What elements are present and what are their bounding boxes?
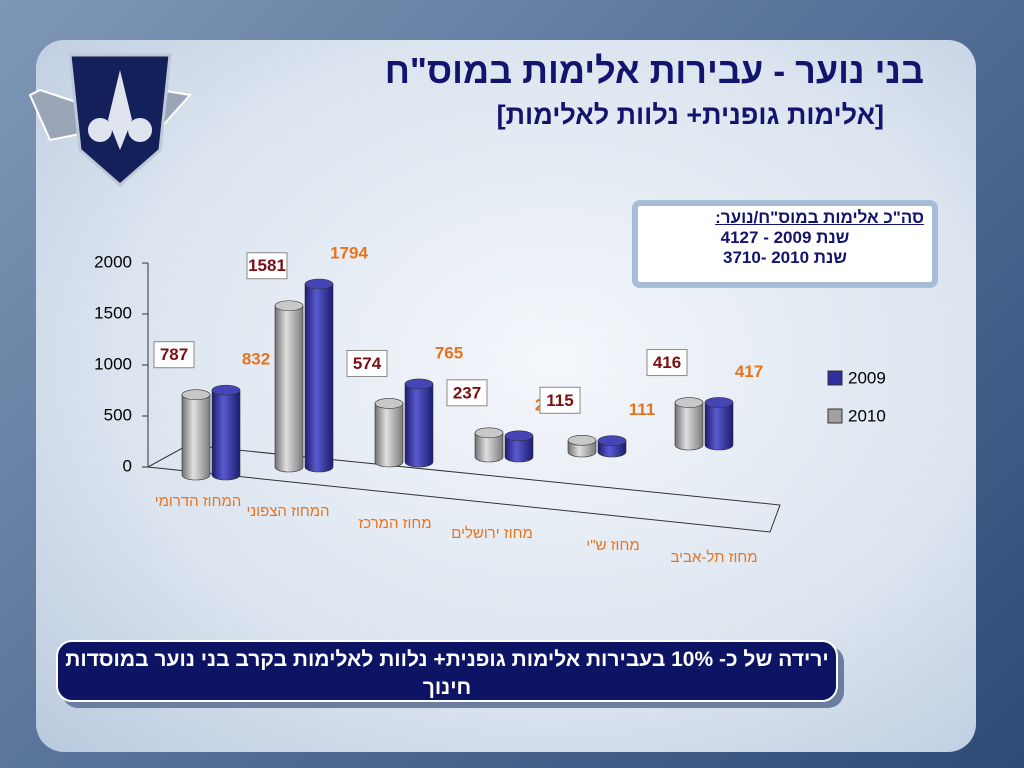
- bar: [474, 432, 504, 463]
- value-label: 765: [435, 343, 463, 362]
- value-label: 574: [353, 354, 382, 373]
- summary-box: סה"כ אלימות במוס"ח/נוער: שנת 2009 - 4127…: [632, 200, 938, 288]
- bar: [211, 389, 241, 481]
- value-label: 416: [653, 353, 681, 372]
- value-label-box: 1581: [246, 252, 288, 280]
- summary-line: שנת 2009 - 4127: [720, 228, 850, 247]
- x-tick-label: המחוז הצפוני: [246, 503, 330, 520]
- x-tick-label: מחוז ש"י: [586, 537, 640, 554]
- y-tick-label: 2000: [94, 252, 132, 271]
- bar-cap: [374, 398, 404, 409]
- bar-cap: [674, 397, 704, 408]
- bar-cap: [474, 427, 504, 439]
- floor: [146, 444, 781, 533]
- bar: [674, 402, 704, 451]
- x-tick-label: מחוז תל-אביב: [670, 549, 758, 566]
- value-label: 417: [735, 362, 763, 381]
- title: בני נוער - עבירות אלימות במוס"ח: [384, 50, 924, 91]
- bar: [374, 403, 404, 468]
- bar-cap: [504, 430, 534, 442]
- value-label: 832: [242, 350, 270, 369]
- bar: [304, 283, 334, 473]
- value-label: 1581: [248, 256, 286, 275]
- legend-label: 2009: [848, 368, 886, 387]
- bar-cap: [274, 300, 304, 312]
- value-label: 1794: [330, 243, 368, 262]
- summary-line: שנת 2010 -3710: [723, 248, 847, 267]
- x-tick-label: מחוז המרכז: [358, 515, 432, 532]
- value-label-box: 787: [153, 341, 195, 369]
- bar-cap: [304, 278, 334, 290]
- value-label: 115: [546, 391, 573, 410]
- bar-cap: [404, 378, 434, 390]
- value-label-bg: [346, 349, 388, 377]
- legend-label: 2010: [848, 406, 886, 425]
- legend-swatch: [827, 370, 843, 386]
- value-label: 787: [160, 345, 188, 364]
- y-tick-label: 500: [104, 405, 132, 424]
- y-tick-label: 0: [123, 456, 132, 475]
- bar-cap: [211, 384, 241, 396]
- bar: [704, 402, 734, 451]
- value-label-bg: [446, 379, 488, 407]
- value-label-bg: [246, 252, 288, 280]
- logo: [28, 53, 192, 187]
- bar: [404, 383, 434, 468]
- value-label: 111: [629, 400, 656, 419]
- bar-cap: [567, 434, 597, 446]
- value-label-box: 115: [539, 386, 581, 414]
- y-tick-label: 1000: [94, 354, 132, 373]
- value-label-bg: [646, 349, 688, 377]
- x-tick-label: מחוז ירושלים: [451, 525, 533, 542]
- legend-swatch: [827, 408, 843, 424]
- subtitle: [אלימות גופנית+ נלוות לאלימות]: [496, 100, 884, 130]
- bar: [274, 305, 304, 473]
- bar-cap: [597, 435, 627, 446]
- conclusion-box: ירידה של כ- 10% בעבירות אלימות גופנית+ נ…: [56, 640, 838, 702]
- value-label: 237: [453, 383, 481, 402]
- y-tick-label: 1500: [94, 303, 132, 322]
- bar: [181, 394, 211, 481]
- value-label-bg: [153, 341, 195, 369]
- summary-title: סה"כ אלימות במוס"ח/נוער:: [715, 208, 924, 227]
- bar-cap: [704, 397, 734, 408]
- bar-cap: [181, 389, 211, 401]
- bar: [504, 435, 534, 463]
- value-label-box: 237: [446, 379, 488, 407]
- value-label-box: 574: [346, 349, 388, 377]
- value-label-box: 416: [646, 349, 688, 377]
- value-label-bg: [539, 386, 581, 414]
- x-tick-label: המחוז הדרומי: [154, 493, 242, 510]
